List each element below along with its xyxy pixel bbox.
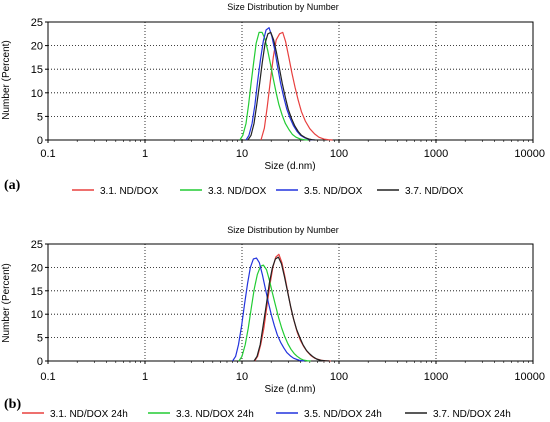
legend-label: 3.1. ND/DOX xyxy=(100,186,159,197)
series-line xyxy=(239,31,309,141)
series-line xyxy=(253,256,330,362)
series-line xyxy=(247,31,316,141)
x-tick-label: 10000 xyxy=(514,148,545,160)
y-tick-label: 10 xyxy=(31,309,43,321)
y-tick-labels: 0 5 10 15 20 25 xyxy=(31,17,48,147)
x-tick-label: 0.1 xyxy=(40,148,55,160)
plot-area xyxy=(47,243,534,362)
y-tick-label: 5 xyxy=(37,111,43,123)
y-tick-label: 0 xyxy=(37,135,43,147)
plot-area xyxy=(47,21,534,141)
y-tick-label: 15 xyxy=(31,286,43,298)
x-tick-label: 1 xyxy=(142,148,148,160)
legend-label: 3.3. ND/DOX xyxy=(208,186,267,197)
grid xyxy=(48,244,533,361)
legend-label: 3.5. ND/DOX 24h xyxy=(304,409,382,420)
x-tick-labels: 0.1 1 10 100 1000 10000 xyxy=(40,140,545,160)
data-series xyxy=(239,27,333,141)
y-tick-label: 25 xyxy=(31,17,43,29)
y-tick-label: 20 xyxy=(31,41,43,53)
chart-title: Size Distribution by Number xyxy=(227,225,339,235)
legend: 3.1. ND/DOX 24h 3.3. ND/DOX 24h 3.5. ND/DO… xyxy=(22,409,511,420)
x-tick-labels: 0.1 1 10 100 1000 10000 xyxy=(40,361,545,383)
x-tick-label: 100 xyxy=(330,148,348,160)
x-tick-label: 10 xyxy=(236,148,248,160)
legend: 3.1. ND/DOX 3.3. ND/DOX 3.5. ND/DOX 3.7. ND… xyxy=(72,186,464,197)
series-line xyxy=(238,264,311,362)
y-axis-label: Number (Percent) xyxy=(1,40,12,119)
x-tick-label: 1000 xyxy=(424,371,448,383)
legend-label: 3.3. ND/DOX 24h xyxy=(176,409,254,420)
legend-label: 3.7. ND/DOX xyxy=(405,186,464,197)
series-line xyxy=(232,257,305,362)
grid xyxy=(48,22,533,140)
y-tick-label: 5 xyxy=(37,333,43,345)
y-tick-label: 10 xyxy=(31,88,43,100)
y-axis-label: Number (Percent) xyxy=(1,263,12,342)
x-tick-label: 100 xyxy=(330,371,348,383)
y-tick-label: 25 xyxy=(31,239,43,251)
x-tick-label: 0.1 xyxy=(40,371,55,383)
legend-label: 3.1. ND/DOX 24h xyxy=(50,409,128,420)
legend-label: 3.5. ND/DOX xyxy=(304,186,363,197)
panel-label: (b) xyxy=(4,397,21,412)
x-tick-label: 1000 xyxy=(424,148,448,160)
x-tick-label: 1 xyxy=(142,371,148,383)
y-tick-labels: 0 5 10 15 20 25 xyxy=(31,239,48,368)
legend-label: 3.7. ND/DOX 24h xyxy=(433,409,511,420)
chart-panel-a: Size Distribution by Number Number (Perc… xyxy=(1,2,545,197)
y-tick-label: 0 xyxy=(37,356,43,368)
data-series xyxy=(232,253,331,362)
x-axis-label: Size (d.nm) xyxy=(264,161,315,172)
x-tick-label: 10 xyxy=(236,371,248,383)
series-line xyxy=(260,31,333,141)
y-tick-label: 15 xyxy=(31,64,43,76)
x-tick-label: 10000 xyxy=(514,371,545,383)
x-axis-label: Size (d.nm) xyxy=(264,384,315,395)
chart-panel-b: Size Distribution by Number Number (Perc… xyxy=(1,225,545,420)
chart-title: Size Distribution by Number xyxy=(227,2,339,12)
y-tick-label: 20 xyxy=(31,262,43,274)
panel-label: (a) xyxy=(4,178,21,193)
